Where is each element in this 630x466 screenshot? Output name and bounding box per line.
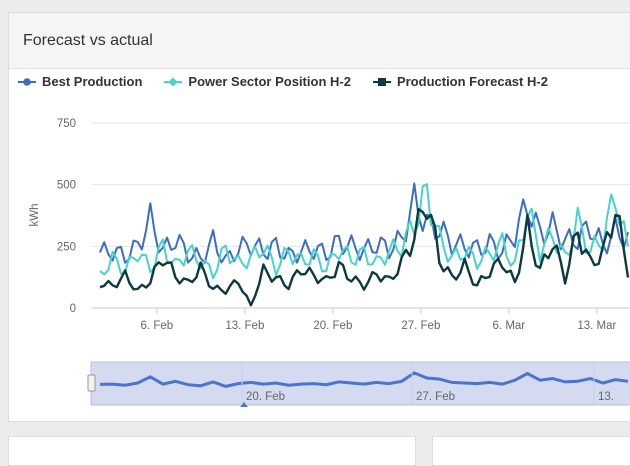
diamond-marker-icon — [164, 77, 183, 86]
navigator: 20. Feb 27. Feb 13. — [87, 361, 630, 407]
y-tick-label: 750 — [57, 118, 76, 130]
x-tick-label: 13. Feb — [225, 320, 264, 332]
square-marker-icon — [372, 77, 391, 86]
x-tick-label: 6. Feb — [141, 320, 174, 332]
chart-series — [99, 182, 630, 307]
legend-item-best-production[interactable]: Best Production — [18, 74, 142, 89]
legend-label: Production Forecast H-2 — [396, 74, 548, 89]
y-tick-label: 250 — [57, 241, 76, 253]
panel-title: Forecast vs actual — [23, 31, 153, 49]
y-axis: 0 250 500 750 — [57, 118, 76, 315]
y-axis-title: kWh — [29, 204, 41, 227]
navigator-left-handle[interactable] — [87, 374, 96, 392]
navigator-caret-icon — [240, 402, 248, 407]
circle-marker-icon — [18, 77, 36, 86]
y-tick-label: 0 — [70, 303, 76, 315]
bottom-card-right — [432, 436, 630, 466]
forecast-chart: 0 250 500 750 kWh 6. Feb 13. Feb 20. Feb 27. F… — [29, 118, 630, 407]
x-tick-label: 13. Mar — [577, 320, 616, 332]
x-tick-label: 6. Mar — [493, 320, 526, 332]
navigator-series — [99, 371, 629, 388]
navigator-label: 27. Feb — [416, 391, 455, 403]
x-axis: 6. Feb 13. Feb 20. Feb 27. Feb 6. Mar 13. Mar — [92, 307, 630, 332]
series-line-2 — [99, 207, 630, 307]
navigator-label: 13. — [598, 391, 614, 403]
x-tick-label: 20. Feb — [313, 320, 352, 332]
x-tick-label: 27. Feb — [401, 320, 440, 332]
series-line-1 — [99, 183, 629, 280]
y-tick-label: 500 — [57, 180, 76, 192]
bottom-card-left — [8, 436, 416, 466]
chart-grid — [92, 122, 630, 309]
panel-header: Forecast vs actual — [9, 13, 630, 69]
legend-item-production-forecast[interactable]: Production Forecast H-2 — [372, 74, 548, 89]
legend-label: Best Production — [42, 74, 143, 89]
legend-label: Power Sector Position H-2 — [188, 74, 351, 89]
navigator-label: 20. Feb — [246, 391, 285, 403]
chart-legend: Best Production Power Sector Position H-… — [18, 74, 570, 89]
legend-item-power-sector-position[interactable]: Power Sector Position H-2 — [164, 74, 351, 89]
